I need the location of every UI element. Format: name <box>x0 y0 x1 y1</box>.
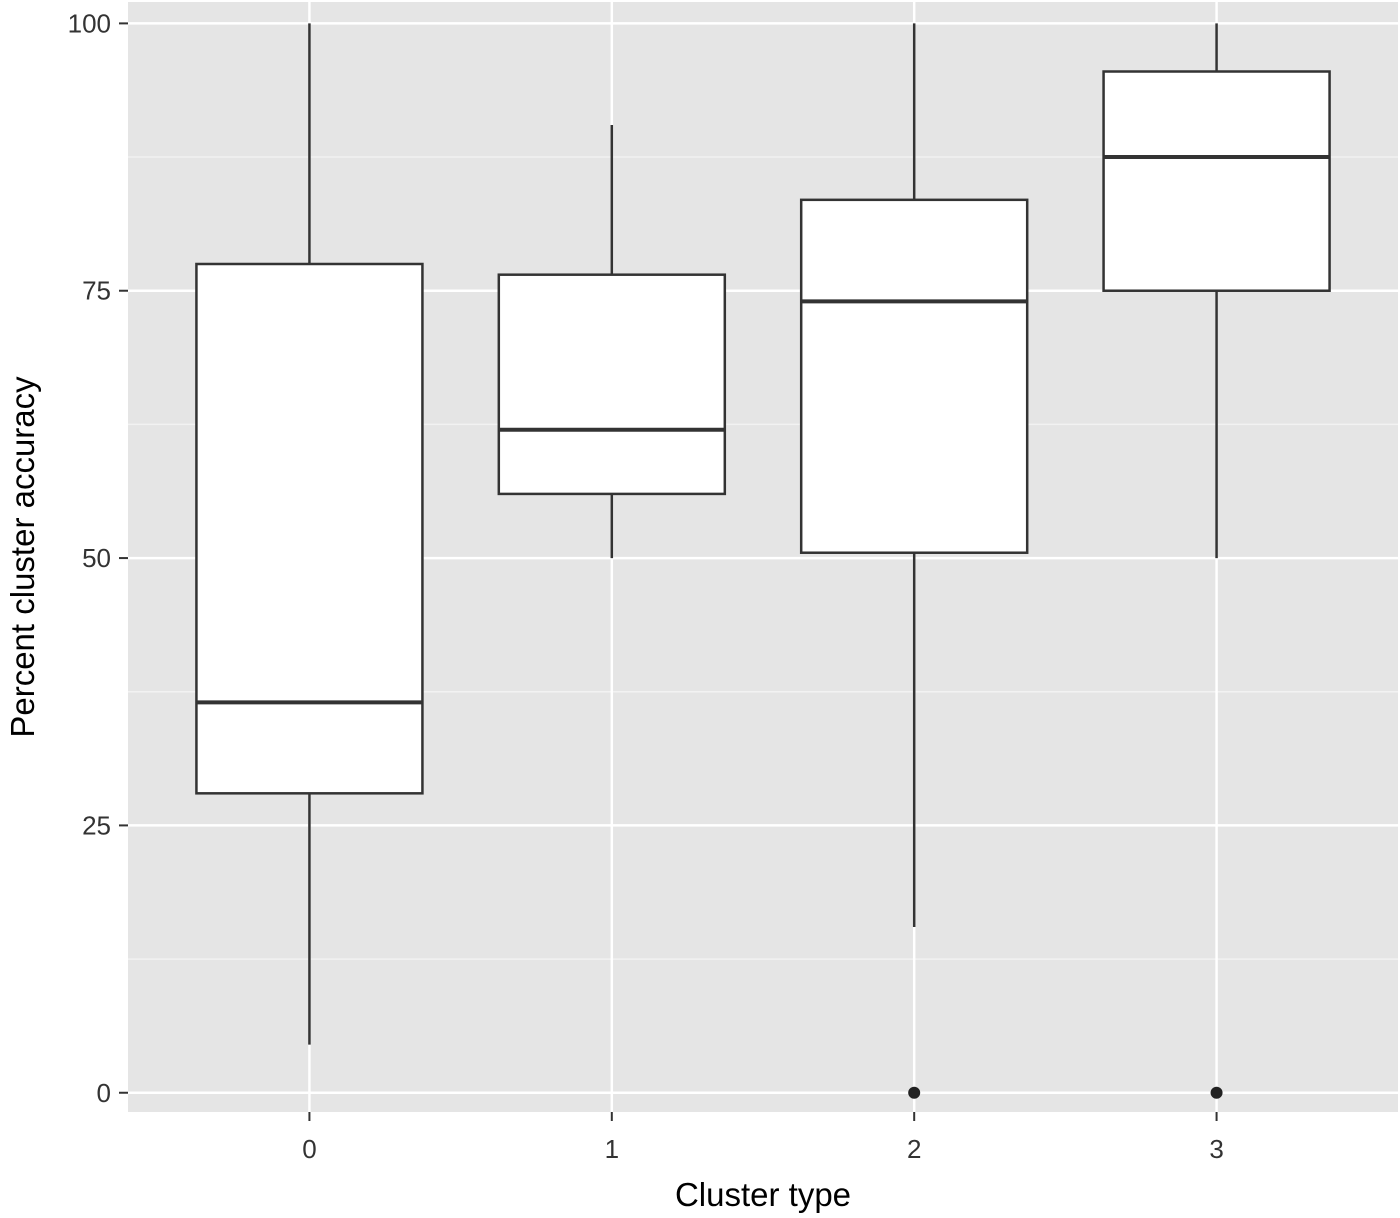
box-cluster-0 <box>195 23 424 1045</box>
x-axis-title: Cluster type <box>675 1176 851 1213</box>
y-tick-label: 50 <box>82 543 111 573</box>
outlier-point <box>1210 1086 1223 1099</box>
outlier-point <box>908 1086 921 1099</box>
iqr-box <box>195 262 424 795</box>
x-tick-label: 3 <box>1209 1134 1223 1164</box>
y-tick-label: 75 <box>82 276 111 306</box>
x-tick-label: 2 <box>907 1134 921 1164</box>
iqr-box <box>1102 70 1331 292</box>
box-cluster-3 <box>1102 23 1331 1099</box>
y-tick-label: 25 <box>82 810 111 840</box>
box-group <box>195 23 1331 1099</box>
y-tick-label: 0 <box>97 1078 111 1108</box>
x-tick-label: 0 <box>302 1134 316 1164</box>
y-tick-label: 100 <box>68 8 111 38</box>
x-tick-label: 1 <box>605 1134 619 1164</box>
box-cluster-2 <box>799 23 1029 1099</box>
iqr-box <box>497 273 727 496</box>
y-axis-ticks: 0 25 50 75 100 <box>68 8 128 1108</box>
y-axis-title: Percent cluster accuracy <box>4 376 41 738</box>
x-axis-ticks: 0 1 2 3 <box>302 1112 1224 1164</box>
box-cluster-1 <box>497 124 727 559</box>
iqr-box <box>799 198 1029 554</box>
